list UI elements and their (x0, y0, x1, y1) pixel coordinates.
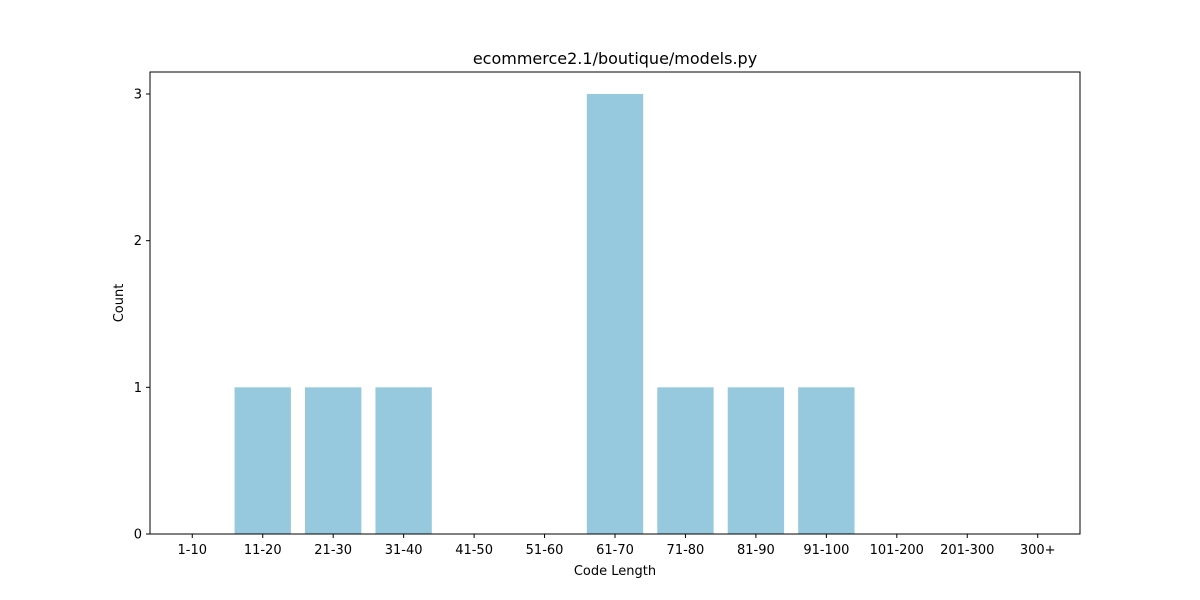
y-tick-label: 3 (134, 88, 142, 103)
bar-31-40 (375, 387, 432, 534)
x-tick-label: 51-60 (526, 543, 564, 558)
x-tick-label: 91-100 (803, 543, 849, 558)
x-tick-label: 11-20 (244, 543, 282, 558)
y-tick-label: 1 (134, 381, 142, 396)
x-tick-label: 41-50 (455, 543, 493, 558)
x-axis-title: Code Length (574, 564, 656, 579)
bars-layer (234, 94, 855, 534)
bar-61-70 (586, 94, 644, 534)
bar-21-30 (305, 387, 362, 534)
bar-91-100 (798, 387, 855, 534)
x-tick-label: 71-80 (667, 543, 705, 558)
x-tick-label: 101-200 (870, 543, 924, 558)
bar-11-20 (234, 387, 291, 534)
x-tick-label: 31-40 (385, 543, 423, 558)
bar-81-90 (727, 387, 785, 534)
x-tick-label: 81-90 (737, 543, 775, 558)
y-tick-label: 0 (134, 528, 142, 543)
y-axis: 0 1 2 3 (134, 88, 150, 543)
x-tick-label: 201-300 (940, 543, 994, 558)
x-tick-label: 21-30 (314, 543, 352, 558)
x-tick-label: 61-70 (596, 543, 634, 558)
x-tick-label: 1-10 (178, 543, 208, 558)
y-tick-label: 2 (134, 234, 142, 249)
bar-71-80 (657, 387, 714, 534)
x-tick-label: 300+ (1020, 543, 1056, 558)
chart-title: ecommerce2.1/boutique/models.py (473, 49, 757, 68)
y-axis-title: Count (112, 284, 127, 323)
x-axis: 1-10 11-20 21-30 31-40 41-50 51-60 61-70 71-80 8… (178, 534, 1056, 558)
